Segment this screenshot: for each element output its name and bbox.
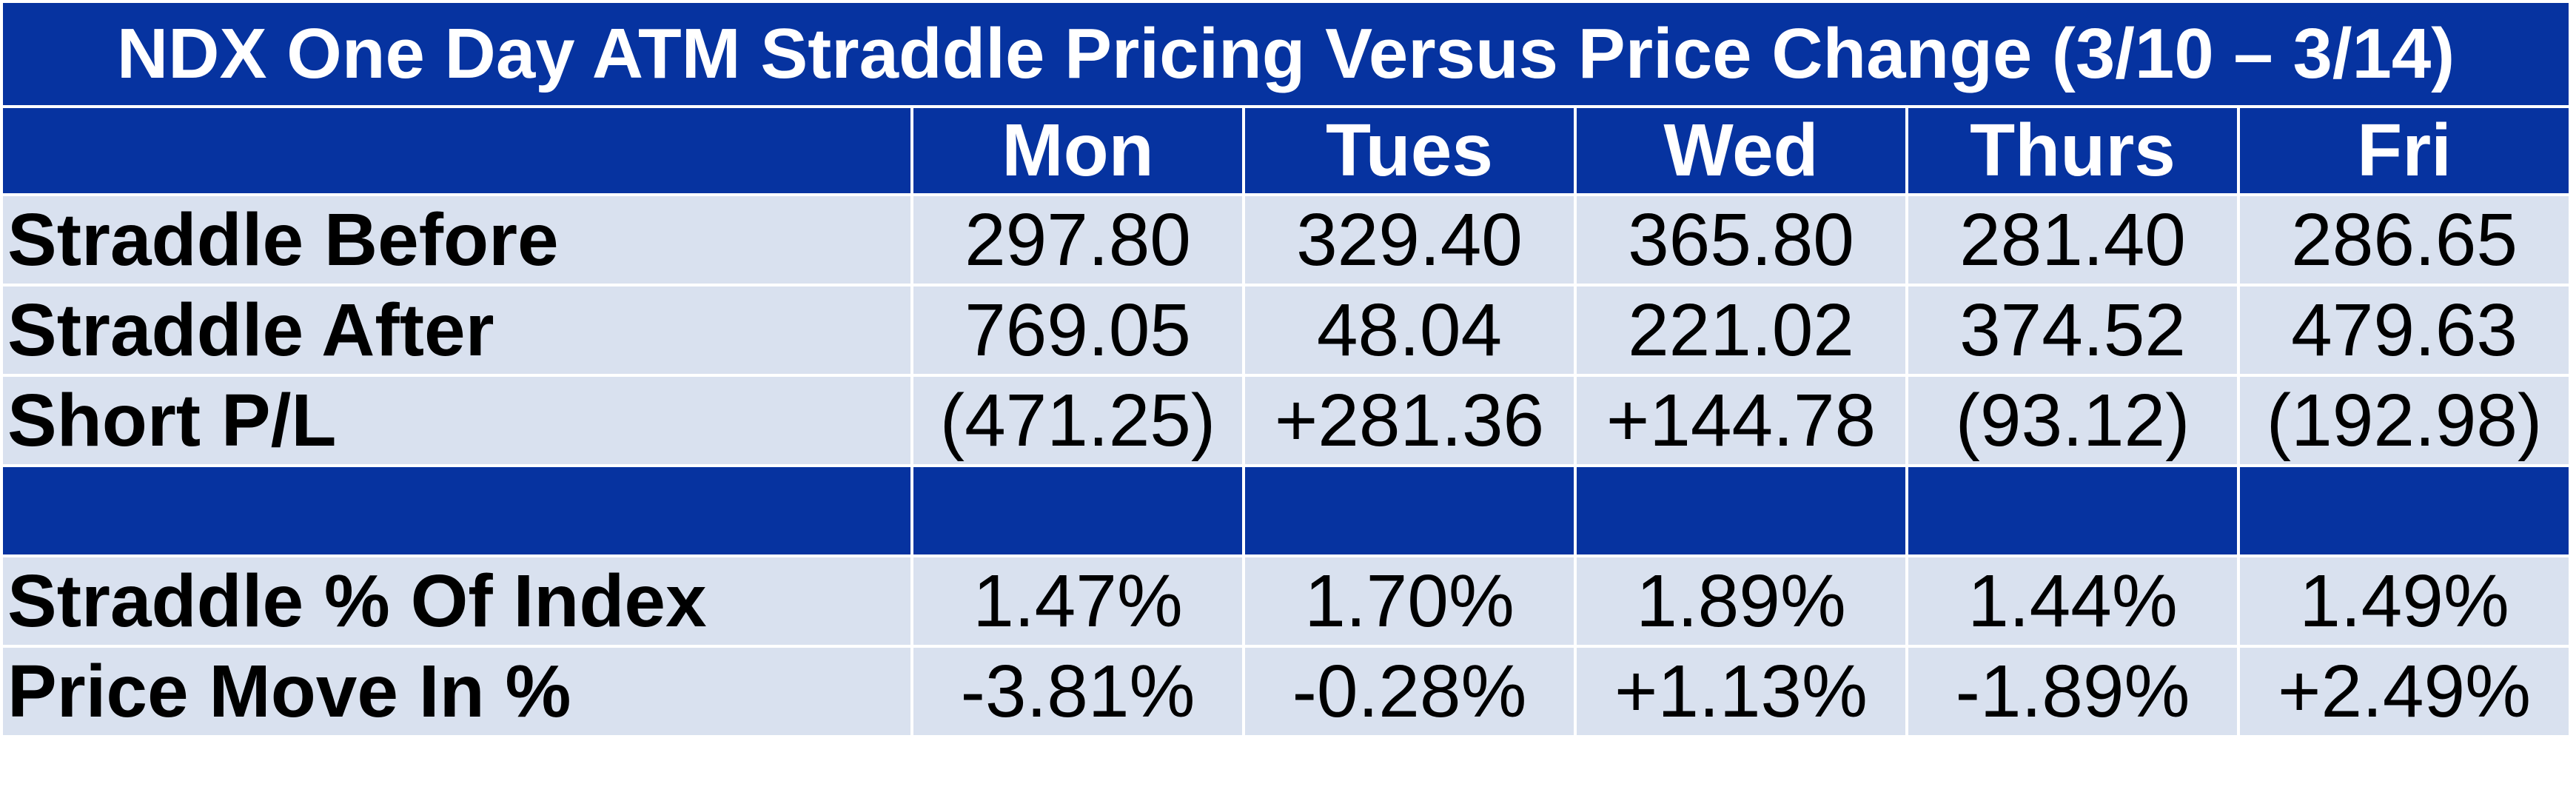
separator-cell [2236, 464, 2572, 557]
table-cell: +2.49% [2236, 645, 2572, 738]
table-cell: 281.40 [1905, 193, 2240, 286]
column-header-thurs: Thurs [1905, 105, 2240, 196]
table-cell: 1.89% [1574, 554, 1908, 648]
table-cell: 1.49% [2236, 554, 2572, 648]
table-cell: 1.47% [910, 554, 1245, 648]
separator-cell [1242, 464, 1577, 557]
straddle-table: NDX One Day ATM Straddle Pricing Versus … [0, 0, 2572, 738]
table-cell: 297.80 [910, 193, 1245, 286]
table-cell: (93.12) [1905, 374, 2240, 467]
separator-cell [1905, 464, 2240, 557]
column-header-tues: Tues [1242, 105, 1577, 196]
table-cell: 286.65 [2236, 193, 2572, 286]
column-header-fri: Fri [2236, 105, 2572, 196]
row-label: Straddle After [0, 284, 913, 377]
straddle-table-wrapper: NDX One Day ATM Straddle Pricing Versus … [0, 0, 2572, 738]
table-cell: -0.28% [1242, 645, 1577, 738]
table-cell: +1.13% [1574, 645, 1908, 738]
separator-cell [1574, 464, 1908, 557]
table-cell: 365.80 [1574, 193, 1908, 286]
table-cell: -1.89% [1905, 645, 2240, 738]
row-label: Short P/L [0, 374, 913, 467]
column-header-mon: Mon [910, 105, 1245, 196]
table-cell: +144.78 [1574, 374, 1908, 467]
row-label: Price Move In % [0, 645, 913, 738]
table-cell: 329.40 [1242, 193, 1577, 286]
row-short-pl: Short P/L (471.25) +281.36 +144.78 (93.1… [0, 374, 2572, 467]
row-straddle-before: Straddle Before 297.80 329.40 365.80 281… [0, 193, 2572, 286]
header-corner-cell [0, 105, 913, 196]
table-cell: (471.25) [910, 374, 1245, 467]
row-straddle-after: Straddle After 769.05 48.04 221.02 374.5… [0, 284, 2572, 377]
table-cell: (192.98) [2236, 374, 2572, 467]
row-straddle-pct-index: Straddle % Of Index 1.47% 1.70% 1.89% 1.… [0, 554, 2572, 648]
table-cell: 479.63 [2236, 284, 2572, 377]
table-cell: 221.02 [1574, 284, 1908, 377]
table-title: NDX One Day ATM Straddle Pricing Versus … [0, 0, 2572, 108]
separator-cell [0, 464, 913, 557]
table-cell: 48.04 [1242, 284, 1577, 377]
header-row: Mon Tues Wed Thurs Fri [0, 105, 2572, 196]
table-cell: -3.81% [910, 645, 1245, 738]
row-label: Straddle Before [0, 193, 913, 286]
row-price-move-pct: Price Move In % -3.81% -0.28% +1.13% -1.… [0, 645, 2572, 738]
title-row: NDX One Day ATM Straddle Pricing Versus … [0, 0, 2572, 108]
separator-cell [910, 464, 1245, 557]
table-cell: 1.70% [1242, 554, 1577, 648]
row-label: Straddle % Of Index [0, 554, 913, 648]
table-cell: 1.44% [1905, 554, 2240, 648]
column-header-wed: Wed [1574, 105, 1908, 196]
table-cell: +281.36 [1242, 374, 1577, 467]
table-cell: 769.05 [910, 284, 1245, 377]
separator-row [0, 464, 2572, 557]
table-cell: 374.52 [1905, 284, 2240, 377]
